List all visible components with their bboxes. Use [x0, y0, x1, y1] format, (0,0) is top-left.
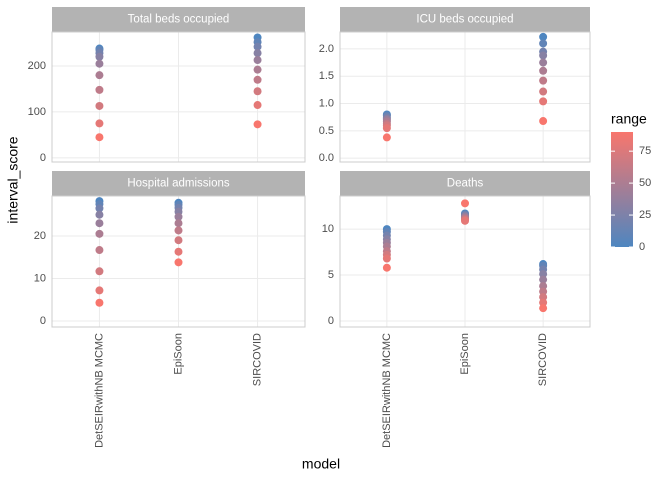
point	[253, 75, 262, 84]
point	[95, 219, 104, 228]
point	[382, 263, 391, 272]
point	[253, 87, 262, 96]
y-tick-label: 10	[322, 223, 334, 235]
point	[253, 65, 262, 74]
x-tick-label: EpiSoon	[459, 333, 471, 375]
y-tick-label: 0	[40, 315, 46, 327]
strip	[340, 171, 590, 196]
point	[95, 119, 104, 128]
y-tick-label: 0	[40, 152, 46, 164]
panel-border	[51, 195, 306, 328]
legend-tick-label: 0	[639, 241, 645, 253]
y-tick-label: 1.0	[319, 97, 334, 109]
y-tick-label: 20	[34, 230, 46, 242]
point	[95, 204, 104, 213]
y-tick-label: 0	[328, 315, 334, 327]
strip-label: Total beds occupied	[128, 14, 230, 26]
strip-label: Hospital admissions	[127, 178, 230, 190]
legend-tick-label: 75	[639, 145, 651, 157]
legend-tick-label: 50	[639, 177, 651, 189]
point	[539, 298, 548, 307]
panel-border	[339, 31, 591, 163]
x-tick-label: DetSEIRwithNB MCMC	[93, 333, 105, 448]
y-tick-label: 0.0	[319, 152, 334, 164]
point	[95, 101, 104, 110]
point	[539, 58, 548, 67]
point	[95, 246, 104, 255]
point	[174, 236, 183, 245]
strip-label: Deaths	[447, 178, 484, 190]
panel-border	[51, 31, 306, 163]
y-tick-label: 2.0	[319, 43, 334, 55]
point	[95, 286, 104, 295]
y-tick-label: 0.5	[319, 125, 334, 137]
point	[253, 42, 262, 51]
strip	[52, 171, 305, 196]
point	[539, 87, 548, 96]
point	[461, 199, 469, 208]
strip	[52, 7, 305, 32]
point	[95, 133, 104, 142]
point	[382, 254, 391, 263]
colorbar	[611, 132, 633, 247]
point	[174, 226, 183, 235]
x-tick-label: SIRCOVID	[251, 333, 263, 386]
y-axis-title: interval_score	[5, 136, 21, 223]
y-tick-label: 100	[28, 106, 46, 118]
y-tick-label: 10	[34, 272, 46, 284]
point	[539, 117, 548, 126]
point	[95, 229, 104, 238]
y-tick-label: 200	[28, 60, 46, 72]
point	[95, 71, 104, 80]
panel-border	[339, 195, 591, 328]
point	[95, 267, 104, 276]
point	[539, 32, 548, 41]
strip-label: ICU beds occupied	[416, 14, 513, 26]
point	[174, 212, 183, 221]
point	[174, 219, 183, 228]
point	[539, 51, 548, 60]
point	[95, 85, 104, 94]
y-tick-label: 1.5	[319, 70, 334, 82]
point	[174, 258, 183, 267]
point	[539, 66, 548, 75]
point	[174, 247, 183, 256]
point	[382, 133, 391, 142]
point	[253, 101, 262, 110]
point	[539, 76, 548, 85]
point	[539, 39, 548, 48]
point	[95, 52, 104, 61]
x-axis-title: model	[302, 456, 340, 472]
x-tick-label: SIRCOVID	[537, 333, 549, 386]
point	[461, 216, 469, 225]
point	[539, 270, 548, 279]
y-tick-label: 5	[328, 269, 334, 281]
point	[539, 282, 548, 291]
point	[95, 298, 104, 307]
point	[253, 56, 262, 65]
point	[95, 210, 104, 219]
point	[95, 59, 104, 68]
point	[539, 275, 548, 284]
point	[539, 287, 548, 296]
point	[253, 120, 262, 129]
point	[382, 124, 391, 133]
legend-title: range	[611, 111, 647, 127]
point	[539, 97, 548, 106]
strip	[340, 7, 590, 32]
point	[253, 49, 262, 58]
legend-tick-label: 25	[639, 209, 651, 221]
point	[539, 293, 548, 302]
x-tick-label: DetSEIRwithNB MCMC	[381, 333, 393, 448]
x-tick-label: EpiSoon	[172, 333, 184, 375]
point	[539, 304, 548, 313]
